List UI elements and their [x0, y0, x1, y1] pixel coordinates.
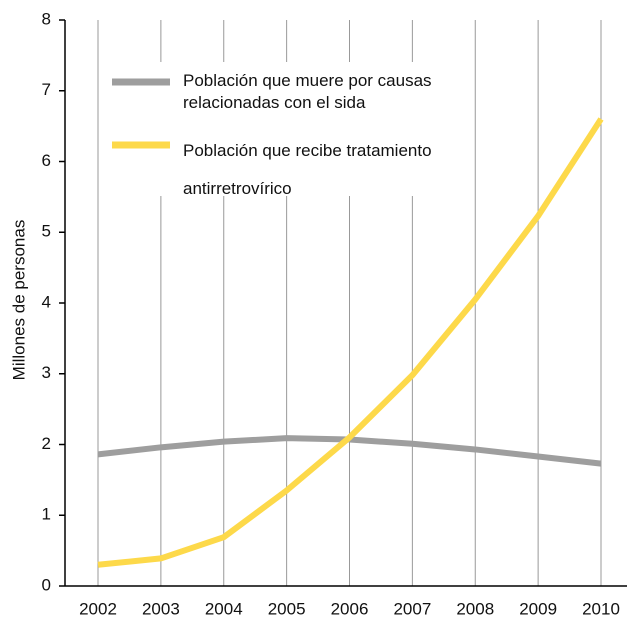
x-tick-label: 2002	[79, 599, 117, 618]
y-tick-label: 7	[42, 80, 51, 99]
legend-label: Población que muere por causas relaciona…	[183, 71, 432, 112]
y-tick-label: 2	[42, 434, 51, 453]
x-tick-label: 2008	[456, 599, 494, 618]
x-tick-label: 2003	[142, 599, 180, 618]
x-tick-label: 2006	[331, 599, 369, 618]
legend-label: Población que recibe tratamiento antirre…	[183, 141, 432, 198]
y-tick-label: 1	[42, 505, 51, 524]
y-tick-label: 6	[42, 151, 51, 170]
series-line	[97, 117, 604, 568]
y-tick-label: 0	[42, 575, 51, 594]
y-tick-label: 4	[42, 292, 51, 311]
y-tick-label: 3	[42, 363, 51, 382]
y-tick-label: 5	[42, 222, 51, 241]
x-tick-label: 2005	[268, 599, 306, 618]
x-tick-label: 2010	[582, 599, 620, 618]
y-axis-label: Millones de personas	[9, 220, 28, 381]
y-tick-label: 8	[42, 9, 51, 28]
x-tick-label: 2004	[205, 599, 243, 618]
x-tick-label: 2009	[519, 599, 557, 618]
x-tick-label: 2007	[393, 599, 431, 618]
